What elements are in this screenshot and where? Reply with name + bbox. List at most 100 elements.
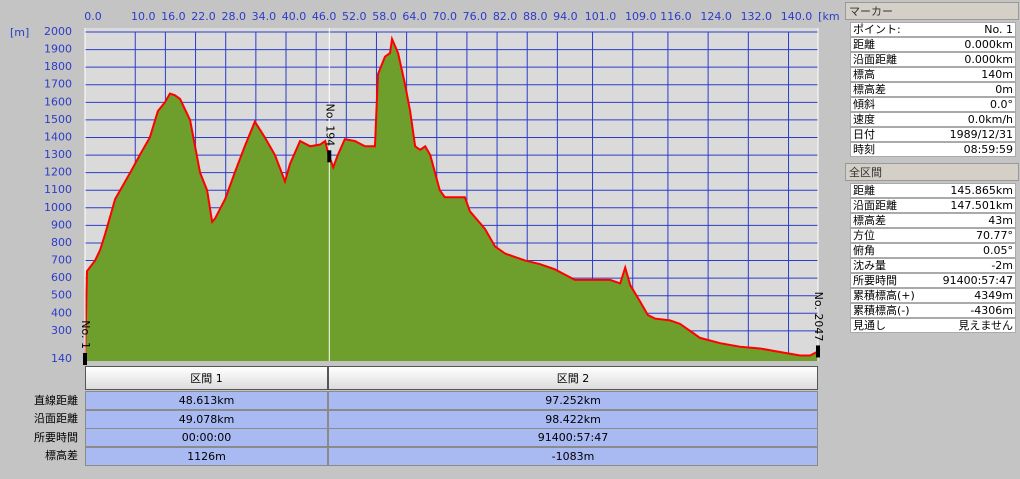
- x-tick-label: 124.0: [700, 10, 732, 23]
- panel-row: [850, 37, 1016, 52]
- x-tick-label: 76.0: [463, 10, 488, 23]
- y-tick-label: 1700: [44, 78, 72, 91]
- x-tick-label: 116.0: [660, 10, 692, 23]
- panel-row: [850, 52, 1016, 67]
- panel-value: 1989/12/31: [949, 128, 1013, 141]
- segment-header: 区間 1: [85, 366, 328, 390]
- panel-title: 全区間: [845, 163, 1019, 181]
- panel-value: 43m: [988, 214, 1013, 227]
- x-tick-label: 70.0: [433, 10, 458, 23]
- panel-value: 140m: [981, 68, 1013, 81]
- panel-key: 沿面距離: [853, 199, 897, 212]
- panel-value: No. 1: [984, 23, 1013, 36]
- panel-row: [850, 243, 1016, 258]
- panel-key: 俯角: [853, 244, 875, 257]
- row-label: 標高差: [45, 449, 78, 462]
- panel-value: -4306m: [970, 304, 1013, 317]
- panel-row: [850, 303, 1016, 318]
- panel-row: [850, 288, 1016, 303]
- y-tick-label: 1900: [44, 43, 72, 56]
- x-tick-label: 64.0: [402, 10, 427, 23]
- panel-value: 4349m: [974, 289, 1013, 302]
- panel-key: 日付: [853, 128, 875, 141]
- panel-row: [850, 97, 1016, 112]
- panel-row: [850, 318, 1016, 333]
- row-label: 所要時間: [34, 430, 78, 444]
- y-tick-label: 1300: [44, 148, 72, 161]
- profile-line: [84, 35, 819, 360]
- x-tick-label: 34.0: [252, 10, 277, 23]
- segment-value: 98.422km: [328, 409, 818, 429]
- panel-value: 147.501km: [950, 199, 1013, 212]
- x-tick-label: 28.0: [221, 10, 246, 23]
- y-tick-label: 1600: [44, 95, 72, 108]
- segment-value: 49.078km: [85, 409, 328, 429]
- marker-label: No. 1: [79, 320, 92, 349]
- panel-key: 累積標高(-): [853, 304, 910, 317]
- panel-value: 0.05°: [983, 244, 1013, 257]
- x-tick-label: 140.0: [781, 10, 813, 23]
- segment-value: 48.613km: [85, 391, 328, 410]
- panel-row: [850, 22, 1016, 37]
- y-unit: [m]: [10, 26, 29, 39]
- y-tick-label: 1100: [44, 183, 72, 196]
- marker-label: No. 2047: [812, 292, 825, 342]
- x-tick-label: 10.0: [131, 10, 156, 23]
- panel-key: 方位: [853, 229, 875, 242]
- marker-handle: [327, 150, 332, 163]
- panel-key: 距離: [853, 38, 875, 51]
- panel-row: [850, 198, 1016, 213]
- y-tick-label: 1400: [44, 130, 72, 143]
- panel-value: 70.77°: [976, 229, 1013, 242]
- marker-handle: [83, 353, 87, 365]
- x-tick-label: 22.0: [191, 10, 216, 23]
- row-label: 直線距離: [34, 393, 78, 407]
- x-tick-label: 58.0: [372, 10, 397, 23]
- segment-value: 00:00:00: [85, 428, 328, 447]
- panel-key: 沈み量: [853, 259, 886, 272]
- panel-key: 見通し: [853, 319, 886, 332]
- x-unit: [km]: [818, 10, 840, 23]
- panel-key: 時刻: [853, 143, 875, 156]
- panel-key: 標高差: [853, 83, 886, 96]
- y-tick-label: 1200: [44, 166, 72, 179]
- panel-key: 累積標高(+): [853, 289, 915, 302]
- marker-handle: [816, 345, 820, 358]
- y-tick-label: 900: [51, 218, 72, 231]
- panel-row: [850, 67, 1016, 82]
- x-tick-label: 88.0: [523, 10, 548, 23]
- y-tick-label: 1500: [44, 113, 72, 126]
- profile-chart: [m] [km] 140 300 400 500 600 700 800 900 1000 110…: [10, 10, 840, 365]
- segment-value: 1126m: [85, 446, 328, 466]
- panel-row: [850, 258, 1016, 273]
- panel-row: [850, 183, 1016, 198]
- x-tick-label: 16.0: [161, 10, 186, 23]
- panel-value: 0.000km: [964, 38, 1013, 51]
- panel-value: 91400:57:47: [942, 274, 1013, 287]
- y-tick-label: 500: [51, 289, 72, 302]
- panel-row: [850, 127, 1016, 142]
- x-tick-label: 52.0: [342, 10, 367, 23]
- panel-row: [850, 82, 1016, 97]
- y-tick-label: 2000: [44, 25, 72, 38]
- panel-key: 標高差: [853, 214, 886, 227]
- y-tick-label: 600: [51, 271, 72, 284]
- terrain-area: [85, 39, 818, 361]
- y-tick-label: 800: [51, 236, 72, 249]
- panel-row: [850, 112, 1016, 127]
- panel-value: 0.0°: [990, 98, 1013, 111]
- x-tick-label: 94.0: [553, 10, 578, 23]
- x-tick-label: 82.0: [493, 10, 518, 23]
- panel-row: [850, 228, 1016, 243]
- panel-key: 速度: [853, 113, 875, 126]
- panel-value: -2m: [991, 259, 1013, 272]
- panel-row: [850, 213, 1016, 228]
- panel-key: 距離: [853, 184, 875, 197]
- panel-title: マーカー: [845, 2, 1019, 20]
- x-tick-label: 40.0: [282, 10, 307, 23]
- panel-value: 見えません: [958, 319, 1013, 332]
- panel-key: ポイント:: [853, 23, 901, 36]
- segment-value: 97.252km: [328, 391, 818, 410]
- panel-key: 沿面距離: [853, 53, 897, 66]
